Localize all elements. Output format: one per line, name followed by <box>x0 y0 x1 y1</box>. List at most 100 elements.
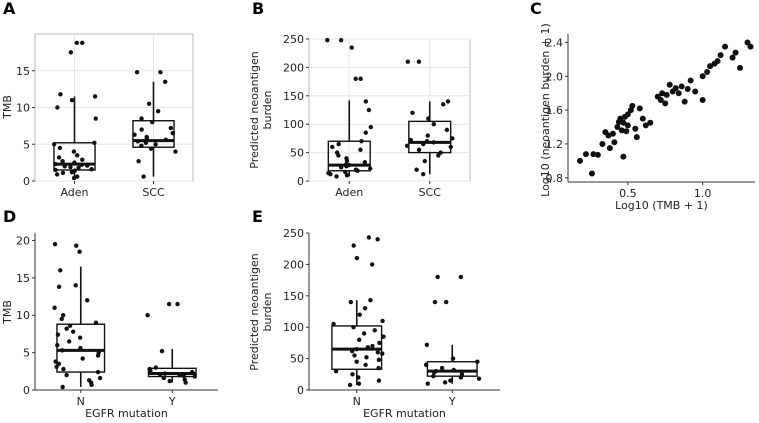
panel-c-point <box>609 130 616 137</box>
panel-c-point <box>582 151 589 158</box>
panel-b-point <box>359 139 364 144</box>
panel-c-point <box>678 83 685 90</box>
panel-e-point <box>349 348 355 354</box>
panel-c-point <box>576 157 583 164</box>
panel-e-x-tick-label: N <box>353 395 361 408</box>
panel-b-boxplot: 0 50 100 150 200 250 Aden SCC Predicted neoantig… <box>248 33 471 199</box>
panel-a-point <box>72 160 77 165</box>
panel-a-point <box>144 134 149 140</box>
panel-e-point <box>459 372 465 377</box>
panel-d-x-tick-label: N <box>77 395 85 408</box>
panel-d-y-tick-label: 10 <box>16 309 30 322</box>
panel-label-a: A <box>3 0 16 18</box>
panel-d-point <box>96 350 101 355</box>
panel-a-point <box>143 140 149 145</box>
panel-a-y-tick-label: 0 <box>23 175 30 188</box>
panel-a-point <box>148 146 154 151</box>
panel-d-point <box>56 361 62 367</box>
panel-a-point <box>51 142 57 147</box>
panel-b-point <box>336 141 341 147</box>
panel-b-plot-frame <box>308 38 471 182</box>
panel-d-y-tick-label: 15 <box>16 272 30 285</box>
panel-d-point <box>80 356 85 361</box>
panel-c-x-axis-title: Log10 (TMB + 1) <box>615 199 708 212</box>
panel-c-point <box>639 115 646 122</box>
panel-e-point <box>361 331 367 336</box>
panel-a-point <box>79 162 84 168</box>
panel-b-point <box>358 76 363 81</box>
panel-a-point <box>153 142 158 147</box>
panel-a-point <box>71 149 77 154</box>
panel-d-point <box>157 372 163 377</box>
panel-c-point <box>692 88 699 95</box>
panel-label-d: D <box>3 207 16 226</box>
panel-d-point <box>175 301 180 307</box>
panel-e-point <box>423 362 429 368</box>
panel-d-point <box>162 371 168 376</box>
panel-e-point <box>365 345 371 350</box>
panel-a-point <box>135 139 141 144</box>
panel-a-point <box>80 40 85 46</box>
panel-a-point <box>155 108 161 114</box>
panel-a-point <box>139 127 144 132</box>
panel-c-point <box>699 73 706 80</box>
panel-e-point <box>347 382 353 388</box>
panel-e-point <box>369 262 375 267</box>
panel-c-point <box>618 127 625 134</box>
panel-d-point <box>177 372 182 378</box>
panel-b-point <box>416 59 422 64</box>
panel-c-y-tick-label: 0.8 <box>546 172 564 185</box>
panel-b-y-tick-label: 100 <box>283 118 304 131</box>
panel-c-point <box>663 91 670 98</box>
panel-c-point <box>624 122 631 129</box>
panel-e-point <box>432 299 438 305</box>
panel-b-box <box>327 140 371 172</box>
panel-a-point <box>139 143 144 148</box>
panel-e-point <box>363 362 368 368</box>
panel-d-point <box>147 366 152 372</box>
panel-b-point <box>438 150 443 155</box>
panel-c-point <box>722 43 729 50</box>
panel-e-box <box>331 325 383 370</box>
panel-e-point <box>376 378 382 383</box>
panel-e-boxplot: 0 50 100 150 200 250 N Y Predicted neoantigen bur… <box>248 227 500 420</box>
panel-a-point <box>60 170 66 176</box>
panel-a-point <box>69 97 75 103</box>
panel-e-y-axis-title-line2: burden <box>261 292 274 331</box>
panel-a-y-axis-title: TMB <box>1 95 14 120</box>
panel-c-point <box>620 153 627 160</box>
panel-a-point <box>74 40 79 46</box>
panel-b-y-tick-label: 250 <box>283 33 304 46</box>
panel-e-point <box>451 367 456 373</box>
panel-e-point <box>433 368 439 374</box>
panel-c-x-tick-label: 1.0 <box>694 187 712 200</box>
panel-d-point <box>159 348 165 354</box>
panel-d-point <box>59 316 64 322</box>
panel-d-point <box>67 339 72 344</box>
panel-c-point <box>632 125 639 132</box>
panel-d-point <box>93 320 99 325</box>
panel-e-point <box>354 346 359 352</box>
panel-c-point <box>675 90 682 97</box>
panel-b-point <box>368 124 374 130</box>
panel-e-point <box>458 274 464 280</box>
panel-d-y-tick-label: 5 <box>23 347 30 360</box>
panel-d-point <box>77 335 83 340</box>
panel-d-y-tick-label: 20 <box>16 234 30 247</box>
panel-a-point <box>89 167 94 172</box>
panel-e-y-axis-title-line1: Predicted neoantigen <box>248 253 261 370</box>
panel-c-y-axis-title: Log10 (neoantigen burden + 1) <box>539 23 552 197</box>
panel-b-point <box>344 156 349 161</box>
panel-b-point <box>421 141 426 147</box>
panel-d-point <box>145 313 150 318</box>
panel-a-boxplot: 0 5 10 15 Aden SCC TMB <box>1 33 194 199</box>
panel-a-point <box>76 165 81 170</box>
panel-b-x-tick-label: Aden <box>335 186 363 199</box>
panel-d-point <box>52 305 57 310</box>
panel-d-point <box>56 284 62 290</box>
panel-c-point <box>633 134 640 141</box>
panel-b-point <box>358 147 363 152</box>
panel-a-y-tick-label: 15 <box>16 65 30 78</box>
panel-a-point <box>146 101 152 107</box>
panel-d-point <box>86 378 92 383</box>
